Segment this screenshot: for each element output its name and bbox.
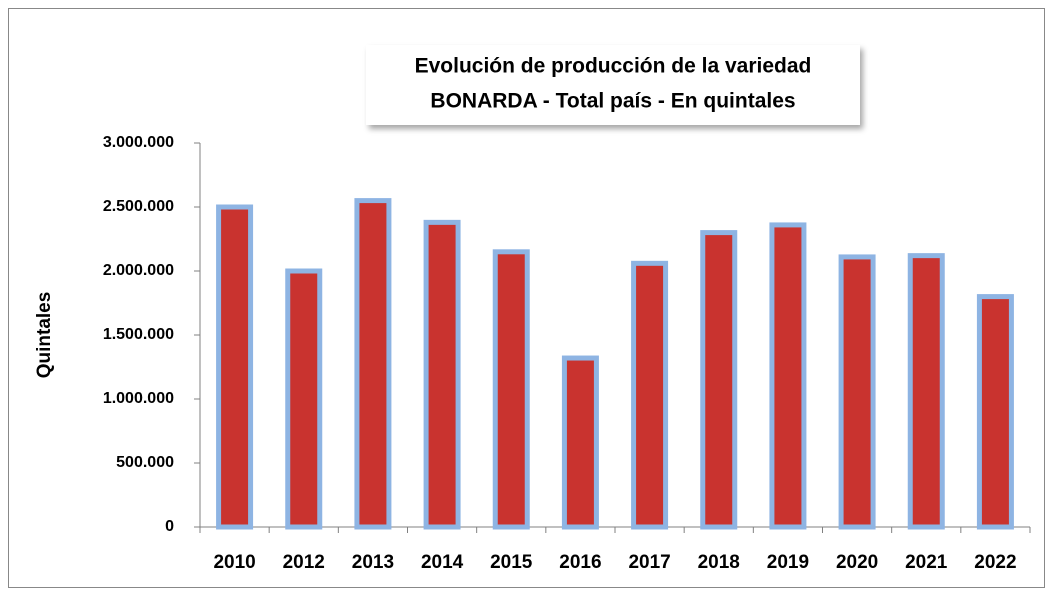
title-box [366,45,860,125]
x-tick-label: 2020 [836,552,878,573]
bar [354,198,392,530]
y-tick-label: 3.000.000 [103,134,174,151]
chart-title: BONARDA - Total país - En quintales [430,90,795,113]
bar [561,355,599,530]
y-tick-label: 0 [165,518,174,535]
x-tick-label: 2017 [628,552,670,573]
x-tick-label: 2012 [283,552,325,573]
chart-title: Evolución de producción de la variedad [415,55,812,78]
x-tick-label: 2013 [352,552,394,573]
y-tick-label: 1.500.000 [103,326,174,343]
bar [285,268,323,530]
x-tick-label: 2022 [974,552,1016,573]
bar [631,260,669,530]
y-tick-label: 1.000.000 [103,390,174,407]
x-tick-label: 2010 [213,552,255,573]
x-tick-label: 2018 [698,552,740,573]
x-tick-label: 2016 [559,552,601,573]
x-tick-label: 2021 [905,552,948,573]
y-axis-label: Quintales [34,292,55,379]
bar [838,254,876,530]
bar [976,294,1014,530]
y-tick-label: 500.000 [116,454,174,471]
x-tick-label: 2019 [767,552,809,573]
bar [700,230,738,530]
bar [423,219,461,530]
y-tick-label: 2.500.000 [103,198,174,215]
x-tick-label: 2014 [421,552,464,573]
bar [907,253,945,530]
bar [216,204,254,530]
y-tick-label: 2.000.000 [103,262,174,279]
bar [769,222,807,530]
x-tick-label: 2015 [490,552,533,573]
bar [492,249,530,530]
